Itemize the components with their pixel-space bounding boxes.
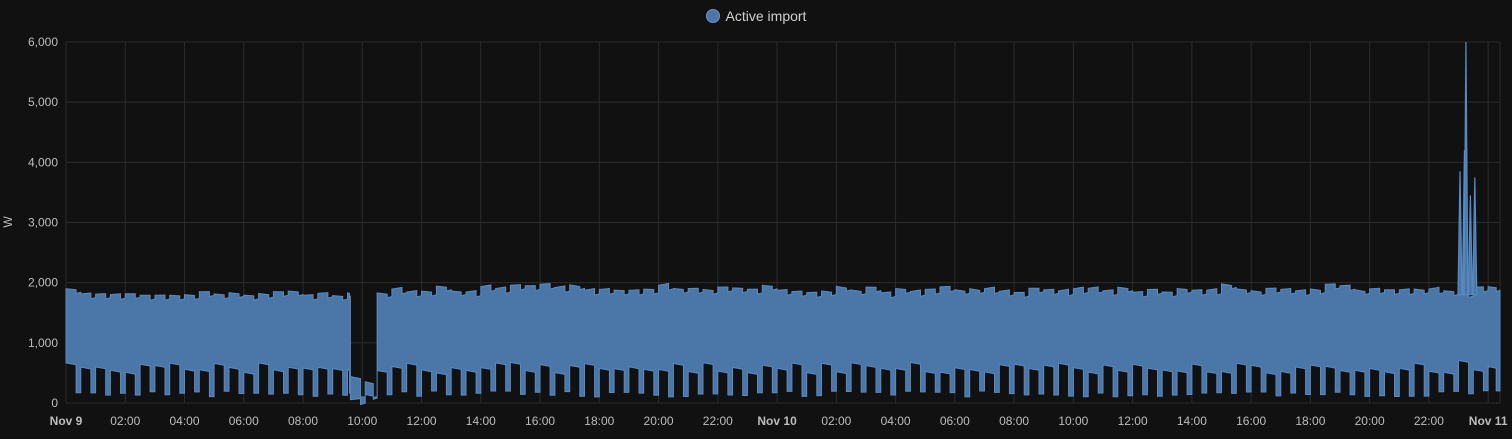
x-tick-label: 20:00 [644, 414, 674, 428]
series-spike [1457, 171, 1463, 296]
series-active-import [65, 41, 1501, 406]
series-spike [1463, 41, 1469, 296]
x-tick-label: 10:00 [1058, 414, 1088, 428]
x-tick-label: 16:00 [525, 414, 555, 428]
legend-swatch-icon [705, 9, 720, 23]
x-tick-label: 14:00 [1177, 414, 1207, 428]
x-tick-label: 04:00 [169, 414, 199, 428]
x-tick-label: 20:00 [1355, 414, 1385, 428]
y-tick-label: 2,000 [28, 276, 58, 290]
y-tick-label: 0 [51, 396, 58, 410]
x-tick-label: 12:00 [1118, 414, 1148, 428]
x-tick-label: 02:00 [110, 414, 140, 428]
y-axis: W 0 1,000 2,000 3,000 4,000 5,000 6,000 [1, 35, 58, 410]
x-tick-label: 14:00 [466, 414, 496, 428]
x-tick-label: 06:00 [940, 414, 970, 428]
legend[interactable]: Active import [0, 8, 1512, 24]
y-tick-label: 6,000 [28, 35, 58, 49]
x-tick-label: 10:00 [347, 414, 377, 428]
x-tick-label: 12:00 [407, 414, 437, 428]
x-tick-label: Nov 11 [1469, 414, 1508, 428]
x-tick-label: Nov 10 [757, 414, 797, 428]
x-axis: Nov 9 02:00 04:00 06:00 08:00 10:00 12:00 14:00… [50, 414, 1508, 428]
series-area [65, 282, 1501, 406]
x-tick-label: 04:00 [881, 414, 911, 428]
x-tick-label: 16:00 [1236, 414, 1266, 428]
x-tick-label: 22:00 [1414, 414, 1444, 428]
y-tick-label: 1,000 [28, 336, 58, 350]
y-tick-label: 4,000 [28, 155, 58, 169]
x-tick-label: 08:00 [999, 414, 1029, 428]
series-spike [1472, 177, 1478, 296]
x-tick-label: 18:00 [1295, 414, 1325, 428]
x-tick-label: 08:00 [288, 414, 318, 428]
x-tick-label: 06:00 [229, 414, 259, 428]
x-tick-label: 22:00 [703, 414, 733, 428]
x-tick-label: 02:00 [821, 414, 851, 428]
x-tick-label: Nov 9 [50, 414, 83, 428]
series-spike [1467, 195, 1473, 296]
y-tick-label: 3,000 [28, 216, 58, 230]
y-axis-label: W [1, 216, 15, 228]
y-tick-label: 5,000 [28, 95, 58, 109]
x-tick-label: 18:00 [584, 414, 614, 428]
legend-label: Active import [725, 8, 807, 24]
